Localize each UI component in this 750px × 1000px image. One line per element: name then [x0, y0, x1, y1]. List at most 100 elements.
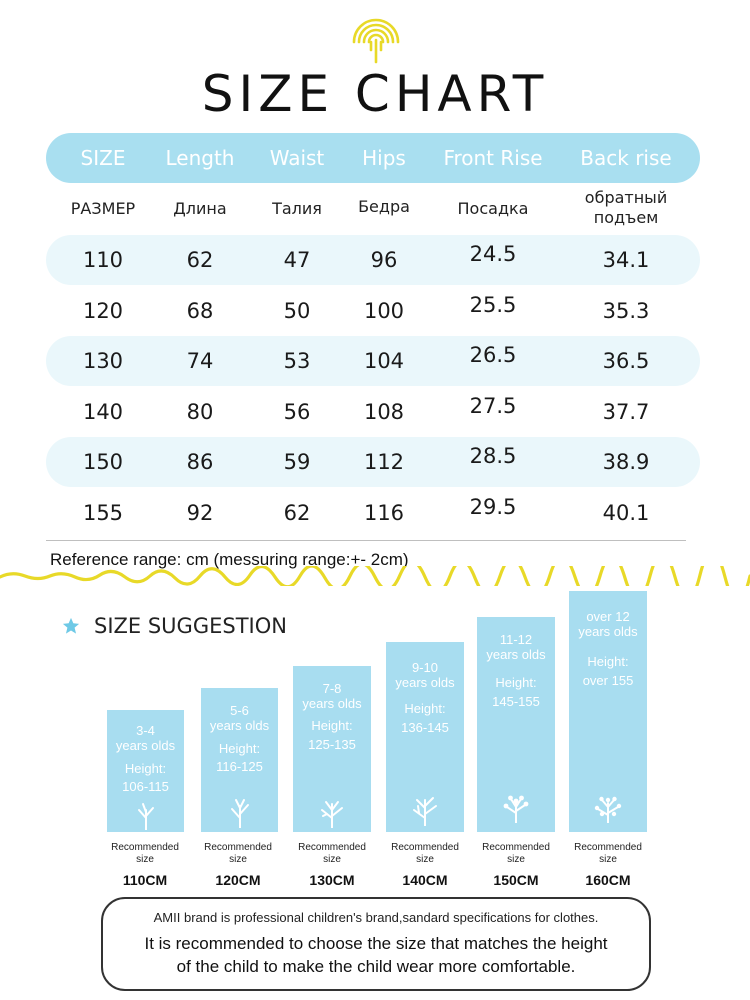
table-cell: 140: [82, 400, 124, 424]
tree-icon: [503, 795, 529, 823]
tree-icon: [594, 796, 622, 823]
recommendation-line-1: It is recommended to choose the size tha…: [144, 934, 608, 953]
bar-height-label: Height:: [311, 718, 353, 733]
rec-label: Recommended: [391, 842, 459, 853]
bar-height-range: 125-135: [308, 737, 356, 752]
row-band: [46, 235, 700, 285]
table-cell: 120: [82, 299, 124, 323]
rec-label: size: [229, 854, 247, 865]
divider: [46, 540, 686, 541]
header-length: Length: [165, 146, 235, 170]
table-cell: 59: [283, 450, 311, 474]
rec-label: size: [323, 854, 341, 865]
table-cell: 86: [186, 450, 214, 474]
table-cell: 25.5: [469, 293, 517, 317]
tree-icon: [413, 797, 437, 826]
bar-age: 11-12: [499, 632, 533, 647]
star-icon: [62, 617, 80, 634]
table-cell: 112: [363, 450, 405, 474]
table-cell: 96: [370, 248, 398, 272]
bar-height-range: over 155: [582, 673, 634, 688]
bar-age: 7-8: [322, 681, 342, 696]
tree-icon: [137, 803, 154, 830]
bar-height-label: Height:: [124, 761, 167, 776]
table-cell: 130: [82, 349, 124, 373]
bar-height-range: 106-115: [122, 779, 169, 794]
size-bar-120: 5-6 years olds Height: 116-125: [201, 688, 278, 832]
note-box: [101, 897, 651, 991]
bar-age-unit: years olds: [302, 696, 362, 711]
page-title: SIZE CHART: [201, 65, 549, 123]
header-size: SIZE: [80, 146, 126, 170]
rec-size: 130CM: [309, 872, 355, 888]
rec-label: size: [136, 854, 154, 865]
table-cell: 27.5: [469, 394, 517, 418]
bar-height-label: Height:: [587, 654, 629, 669]
table-cell: 29.5: [469, 495, 517, 519]
size-bar-150: 11-12 years olds Height: 145-155: [477, 617, 555, 832]
table-cell: 50: [283, 299, 311, 323]
table-cell: 155: [82, 501, 124, 525]
rec-label: Recommended: [482, 842, 550, 853]
row-band: [46, 336, 700, 386]
table-cell: 108: [363, 400, 405, 424]
table-cell: 150: [82, 450, 124, 474]
bar-age-unit: years olds: [395, 675, 455, 690]
table-cell: 34.1: [602, 248, 650, 272]
size-bar-110: 3-4 years olds Height: 106-115: [107, 710, 184, 832]
size-bar-140: 9-10 years olds Height: 136-145: [386, 642, 464, 832]
table-cell: 100: [363, 299, 405, 323]
table-cell: 35.3: [602, 299, 650, 323]
ru-header-front-rise: Посадка: [457, 199, 529, 218]
size-suggestion-title: SIZE SUGGESTION: [94, 614, 287, 638]
table-cell: 56: [283, 400, 311, 424]
table-cell: 110: [82, 248, 124, 272]
table-cell: 116: [363, 501, 405, 525]
ru-header-hips: Бедра: [358, 197, 410, 216]
table-cell: 38.9: [602, 450, 650, 474]
table-cell: 28.5: [469, 444, 517, 468]
table-cell: 47: [283, 248, 311, 272]
rec-label: size: [416, 854, 434, 865]
table-cell: 62: [283, 501, 311, 525]
rec-label: size: [599, 854, 617, 865]
table-cell: 80: [186, 400, 214, 424]
bar-age-unit: years olds: [578, 624, 638, 639]
rec-size: 160CM: [585, 872, 631, 888]
rec-label: Recommended: [574, 842, 642, 853]
bar-height-range: 116-125: [216, 759, 263, 774]
recommendation-line-2: of the child to make the child wear more…: [176, 957, 576, 976]
bar-age-unit: years olds: [115, 738, 176, 753]
table-cell: 36.5: [602, 349, 650, 373]
ru-header-waist: Талия: [272, 199, 322, 218]
table-cell: 37.7: [602, 400, 650, 424]
table-cell: 74: [186, 349, 214, 373]
header-waist: Waist: [269, 146, 325, 170]
bar-age: 9-10: [411, 660, 439, 675]
size-bar-160: over 12 years olds Height: over 155: [569, 591, 647, 832]
rec-size: 120CM: [215, 872, 261, 888]
table-cell: 68: [186, 299, 214, 323]
bar-height-label: Height:: [495, 675, 537, 690]
bar-age: over 12: [586, 609, 630, 624]
header-front-rise: Front Rise: [443, 146, 543, 170]
table-cell: 53: [283, 349, 311, 373]
rec-size: 150CM: [493, 872, 539, 888]
rec-size: 140CM: [402, 872, 448, 888]
bar-height-range: 136-145: [401, 720, 449, 735]
brand-note: AMII brand is professional children's br…: [153, 910, 599, 925]
bar-height-label: Height:: [218, 741, 261, 756]
tree-icon: [230, 799, 249, 828]
rec-label: Recommended: [298, 842, 366, 853]
bar-age: 5-6: [230, 703, 249, 718]
rec-label: size: [507, 854, 525, 865]
table-header-bar: [46, 133, 700, 183]
table-cell: 24.5: [469, 242, 517, 266]
tree-icon: [321, 801, 343, 828]
table-cell: 92: [186, 501, 214, 525]
ru-header-size: РАЗМЕР: [70, 199, 136, 218]
table-cell: 104: [363, 349, 405, 373]
bar-height-label: Height:: [404, 701, 446, 716]
bar-age-unit: years olds: [486, 647, 546, 662]
brand-logo-icon: [352, 18, 400, 64]
